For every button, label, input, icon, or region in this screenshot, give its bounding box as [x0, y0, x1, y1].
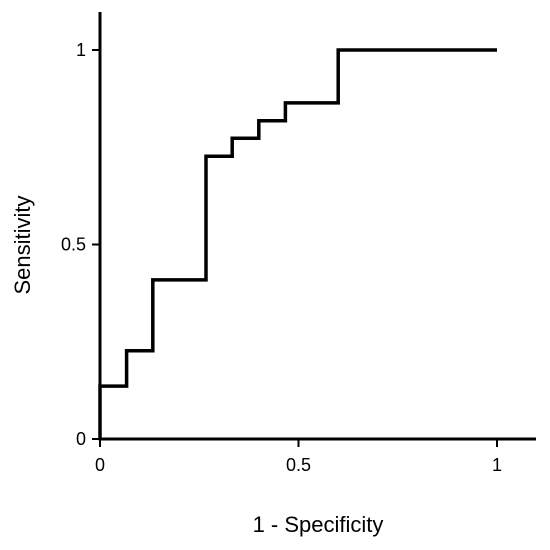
x-axis-ticks — [99, 439, 498, 447]
y-tick-label: 0 — [76, 429, 86, 449]
x-tick-label: 0 — [95, 455, 105, 475]
roc-curve-line — [98, 48, 497, 439]
y-tick-label: 0.5 — [61, 235, 86, 255]
y-axis-label: Sensitivity — [10, 195, 35, 294]
x-tick-label: 1 — [492, 455, 502, 475]
plot-area — [98, 48, 497, 439]
x-tick-label: 0.5 — [286, 455, 311, 475]
x-axis-label: 1 - Specificity — [253, 512, 384, 537]
x-axis-tick-labels: 0 0.5 1 — [95, 455, 502, 475]
y-axis-tick-labels: 00.51 — [61, 40, 86, 449]
y-tick-label: 1 — [76, 40, 86, 60]
y-axis-ticks — [92, 49, 100, 440]
